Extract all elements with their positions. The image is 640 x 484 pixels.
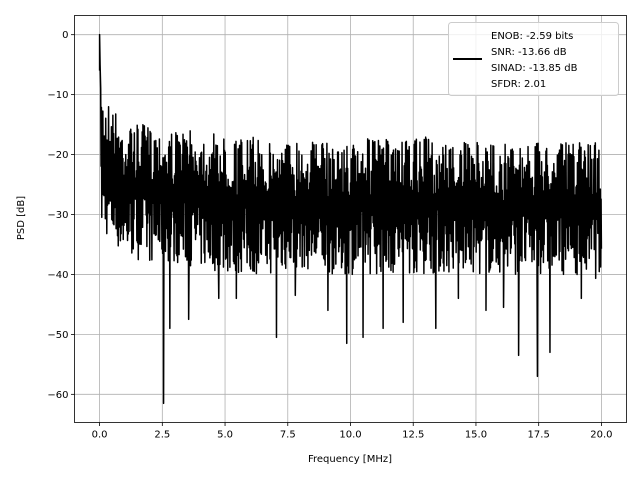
plot-area xyxy=(98,33,603,405)
legend-sfdr: SFDR: 2.01 xyxy=(491,79,546,90)
x-tick-label: 20.0 xyxy=(590,430,612,441)
x-tick-label: 12.5 xyxy=(402,430,424,441)
x-tick-label: 10.0 xyxy=(339,430,361,441)
legend-sinad: SINAD: -13.85 dB xyxy=(491,63,578,74)
y-tick-label: −60 xyxy=(47,390,68,401)
y-ticks: 0 −10 −20 −30 −40 −50 −60 xyxy=(47,30,75,401)
legend-enob: ENOB: -2.59 bits xyxy=(491,31,573,42)
y-tick-label: −50 xyxy=(47,330,68,341)
y-axis-label: PSD [dB] xyxy=(16,196,27,240)
legend-box xyxy=(448,22,619,96)
x-axis-label: Frequency [MHz] xyxy=(308,454,392,465)
x-tick-label: 15.0 xyxy=(465,430,487,441)
x-tick-label: 17.5 xyxy=(528,430,550,441)
x-tick-label: 2.5 xyxy=(154,430,170,441)
y-tick-label: −30 xyxy=(47,210,68,221)
y-tick-label: 0 xyxy=(62,30,68,41)
x-tick-label: 7.5 xyxy=(280,430,296,441)
x-ticks: 0.0 2.5 5.0 7.5 10.0 12.5 15.0 17.5 20.0 xyxy=(92,422,613,441)
legend: ENOB: -2.59 bits SNR: -13.66 dB SINAD: -… xyxy=(448,22,619,96)
x-tick-label: 0.0 xyxy=(92,430,108,441)
psd-series-line xyxy=(98,33,603,405)
y-tick-label: −10 xyxy=(47,90,68,101)
legend-snr: SNR: -13.66 dB xyxy=(491,47,567,58)
x-tick-label: 5.0 xyxy=(217,430,233,441)
y-tick-label: −40 xyxy=(47,270,68,281)
y-tick-label: −20 xyxy=(47,150,68,161)
